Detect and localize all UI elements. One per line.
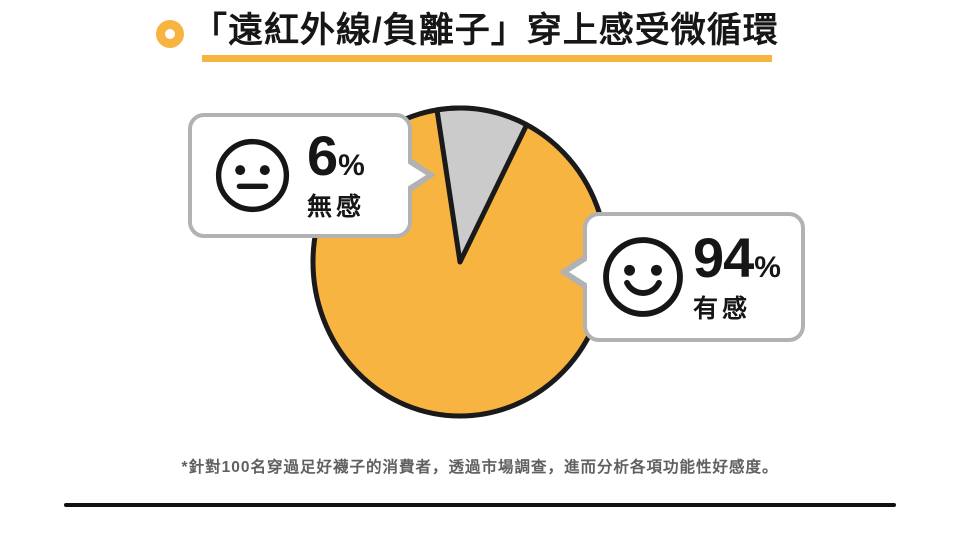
percent-row: 6 % (307, 128, 365, 184)
percent-value: 94 (693, 225, 754, 289)
footnote: *針對100名穿過足好襪子的消費者，透過市場調查，進而分析各項功能性好感度。 (181, 459, 779, 476)
bottom-rule (64, 503, 896, 507)
percent-value: 6 (307, 124, 338, 187)
slice-label: 無感 (307, 193, 366, 221)
percent-sign: % (754, 250, 781, 284)
callout-negative: 6 % 無感 (188, 113, 436, 238)
callout-positive: 94 % 有感 (559, 212, 805, 342)
callout-tail-inner (569, 258, 591, 286)
page-title: 「遠紅外線/負離子」穿上感受微循環 (192, 11, 779, 50)
title-underline (202, 55, 772, 62)
callout-tail-inner (404, 161, 426, 189)
percent-sign: % (338, 149, 365, 182)
slice-label: 有感 (693, 294, 752, 323)
neutral-face-icon (215, 138, 290, 213)
pie-slice-negative (434, 105, 530, 265)
smiley-face-icon (603, 237, 683, 317)
percent-row: 94 % (693, 225, 781, 289)
orange-donut-icon (156, 20, 184, 48)
